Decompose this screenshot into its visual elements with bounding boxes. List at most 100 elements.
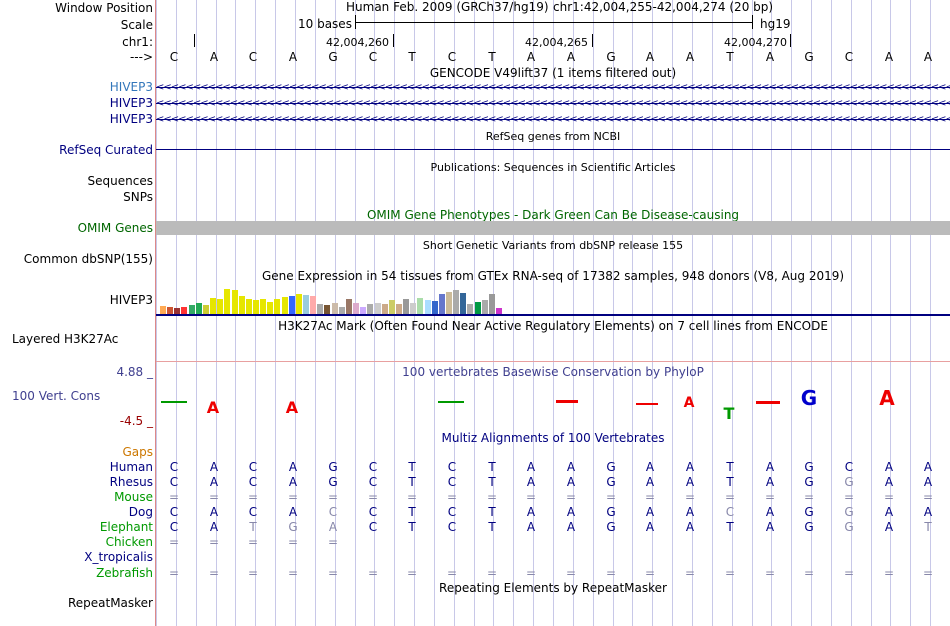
gtex-bar[interactable]: [396, 304, 402, 314]
species-zebrafish-label: Zebrafish: [96, 566, 153, 580]
gtex-bar[interactable]: [303, 295, 309, 314]
gencode-transcript-2[interactable]: <<<<<<<<<<<<<<<<<<<<<<<<<<<<<<<<<<<<<<<<…: [156, 99, 950, 109]
alignment-base: A: [645, 505, 655, 519]
window-position-label: Window Position: [55, 1, 153, 15]
reference-base: G: [804, 50, 814, 64]
alignment-base: A: [209, 505, 219, 519]
gtex-hivep3-label[interactable]: HIVEP3: [109, 293, 153, 307]
alignment-base: T: [488, 520, 496, 534]
gtex-gene-line[interactable]: [156, 314, 950, 316]
gencode-hivep3-label-1[interactable]: HIVEP3: [109, 80, 153, 94]
alignment-base: T: [408, 520, 416, 534]
gtex-bar[interactable]: [382, 304, 388, 314]
gridline: [216, 0, 217, 626]
cons-label[interactable]: 100 Vert. Cons: [12, 389, 101, 403]
multiz-track-title: Multiz Alignments of 100 Vertebrates: [441, 431, 665, 445]
gtex-bar[interactable]: [246, 299, 252, 314]
gtex-bar-chart[interactable]: [156, 282, 950, 314]
gtex-bar[interactable]: [360, 307, 366, 314]
gtex-bar[interactable]: [453, 290, 459, 314]
reference-base: A: [645, 50, 655, 64]
gtex-bar[interactable]: [425, 300, 431, 314]
alignment-base: =: [843, 490, 855, 504]
gtex-bar[interactable]: [310, 296, 316, 314]
gtex-bar[interactable]: [267, 302, 273, 314]
gtex-bar[interactable]: [224, 289, 230, 314]
gtex-bar[interactable]: [260, 299, 266, 314]
alignment-base: A: [526, 460, 536, 474]
gtex-bar[interactable]: [489, 294, 495, 314]
reference-base: G: [606, 50, 616, 64]
gtex-bar[interactable]: [482, 300, 488, 314]
gtex-bar[interactable]: [439, 294, 445, 314]
alignment-base: C: [169, 520, 179, 534]
gtex-bar[interactable]: [467, 304, 473, 314]
alignment-base: C: [248, 460, 258, 474]
alignment-base: A: [209, 460, 219, 474]
gtex-bar[interactable]: [296, 294, 302, 314]
omim-genes-label[interactable]: OMIM Genes: [77, 221, 153, 235]
genome-browser-tracks[interactable]: Human Feb. 2009 (GRCh37/hg19) chr1:42,00…: [156, 0, 950, 626]
gencode-hivep3-label-3[interactable]: HIVEP3: [109, 112, 153, 126]
chr-label: chr1:: [122, 35, 153, 49]
snps-label[interactable]: SNPs: [123, 190, 153, 204]
gtex-bar[interactable]: [432, 301, 438, 314]
gencode-transcript-3[interactable]: <<<<<<<<<<<<<<<<<<<<<<<<<<<<<<<<<<<<<<<<…: [156, 115, 950, 125]
gtex-bar[interactable]: [253, 300, 259, 314]
gtex-bar[interactable]: [196, 303, 202, 314]
gtex-bar[interactable]: [289, 296, 295, 314]
gtex-bar[interactable]: [160, 306, 166, 314]
gtex-bar[interactable]: [317, 304, 323, 314]
omim-gene-bar[interactable]: [156, 221, 950, 235]
gtex-bar[interactable]: [217, 299, 223, 314]
alignment-base: C: [328, 505, 338, 519]
gtex-bar[interactable]: [282, 297, 288, 314]
sequences-label[interactable]: Sequences: [87, 174, 153, 188]
gtex-bar[interactable]: [375, 303, 381, 314]
gtex-bar[interactable]: [389, 300, 395, 314]
alignment-base: T: [488, 505, 496, 519]
gtex-bar[interactable]: [189, 305, 195, 314]
species-rhesus-label: Rhesus: [109, 475, 153, 489]
gtex-bar[interactable]: [332, 303, 338, 314]
gtex-bar[interactable]: [274, 299, 280, 314]
repeatmasker-label[interactable]: RepeatMasker: [67, 596, 153, 610]
gtex-bar[interactable]: [174, 308, 180, 314]
gtex-bar[interactable]: [367, 304, 373, 314]
gtex-bar[interactable]: [475, 302, 481, 314]
gtex-bar[interactable]: [403, 299, 409, 314]
gtex-bar[interactable]: [496, 308, 502, 314]
gtex-bar[interactable]: [417, 298, 423, 314]
gtex-bar[interactable]: [339, 307, 345, 314]
gencode-transcript-1[interactable]: <<<<<<<<<<<<<<<<<<<<<<<<<<<<<<<<<<<<<<<<…: [156, 83, 950, 93]
refseq-curated-label[interactable]: RefSeq Curated: [59, 143, 153, 157]
gtex-bar[interactable]: [239, 296, 245, 314]
gridline: [871, 0, 872, 626]
alignment-base: =: [486, 566, 498, 580]
gtex-bar[interactable]: [167, 307, 173, 314]
alignment-base: =: [605, 490, 617, 504]
conservation-logo[interactable]: A A A T G A: [156, 380, 950, 430]
gtex-bar[interactable]: [353, 303, 359, 314]
alignment-base: A: [923, 475, 933, 489]
gencode-hivep3-label-2[interactable]: HIVEP3: [109, 96, 153, 110]
gtex-bar[interactable]: [346, 299, 352, 314]
gtex-bar[interactable]: [410, 303, 416, 314]
dbsnp-label[interactable]: Common dbSNP(155): [23, 252, 153, 266]
gtex-bar[interactable]: [210, 298, 216, 314]
refseq-gene-line[interactable]: [156, 149, 950, 150]
gtex-bar[interactable]: [203, 305, 209, 314]
gtex-bar[interactable]: [181, 307, 187, 314]
species-chicken-label: Chicken: [105, 535, 153, 549]
gtex-bar[interactable]: [232, 290, 238, 314]
gridline: [573, 0, 574, 626]
alignment-base: A: [526, 475, 536, 489]
gridline: [593, 0, 594, 626]
h3k27ac-label[interactable]: Layered H3K27Ac: [12, 332, 119, 346]
gtex-bar[interactable]: [324, 305, 330, 314]
alignment-base: G: [606, 520, 616, 534]
gtex-bar[interactable]: [460, 293, 466, 314]
alignment-base: =: [883, 566, 895, 580]
ruler-label-3: 42,004,270: [724, 36, 787, 49]
gtex-bar[interactable]: [446, 292, 452, 314]
